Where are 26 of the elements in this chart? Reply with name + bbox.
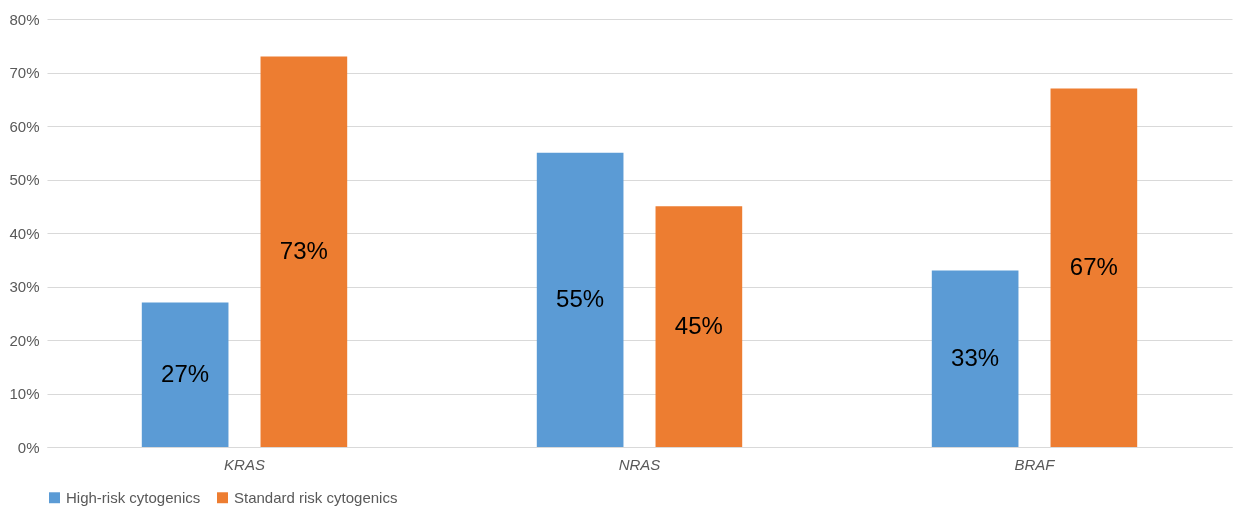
bar: [931, 270, 1019, 447]
y-tick-label: 40%: [9, 224, 40, 242]
data-label: 55%: [556, 284, 605, 312]
data-label: 33%: [951, 343, 1000, 371]
bar: [1050, 88, 1138, 447]
data-label: 27%: [161, 359, 210, 387]
legend-label: High-risk cytogenics: [66, 488, 201, 506]
data-label: 45%: [674, 311, 723, 339]
y-tick-label: 10%: [9, 385, 40, 402]
bar: [536, 152, 624, 447]
data-label: 67%: [1069, 252, 1118, 280]
y-tick-label: 60%: [9, 117, 40, 135]
bar: [260, 56, 348, 447]
x-tick-label: NRAS: [618, 455, 661, 473]
data-label: 73%: [279, 236, 328, 264]
x-tick-label: KRAS: [224, 455, 265, 473]
x-tick-label: BRAF: [1014, 455, 1056, 473]
y-tick-label: 0%: [17, 438, 40, 456]
legend-label: Standard risk cytogenics: [234, 488, 398, 506]
y-tick-label: 80%: [9, 10, 40, 28]
y-tick-label: 30%: [9, 278, 40, 295]
bar: [655, 206, 743, 447]
y-tick-label: 20%: [9, 331, 40, 349]
y-tick-label: 70%: [9, 64, 40, 81]
y-tick-label: 50%: [9, 171, 40, 188]
bar: [141, 302, 229, 447]
